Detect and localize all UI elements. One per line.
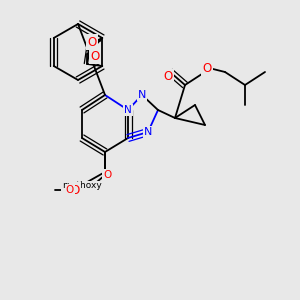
Text: O: O [88, 35, 97, 49]
Text: O: O [164, 70, 172, 83]
Text: O: O [91, 50, 100, 62]
Text: N: N [144, 127, 152, 137]
Text: O: O [66, 185, 74, 195]
Text: O: O [70, 184, 80, 196]
Text: O: O [103, 170, 111, 180]
Text: N: N [138, 90, 146, 100]
Text: N: N [124, 105, 132, 115]
Text: methoxy: methoxy [62, 182, 102, 190]
Text: O: O [202, 62, 211, 76]
Text: N: N [124, 105, 132, 115]
